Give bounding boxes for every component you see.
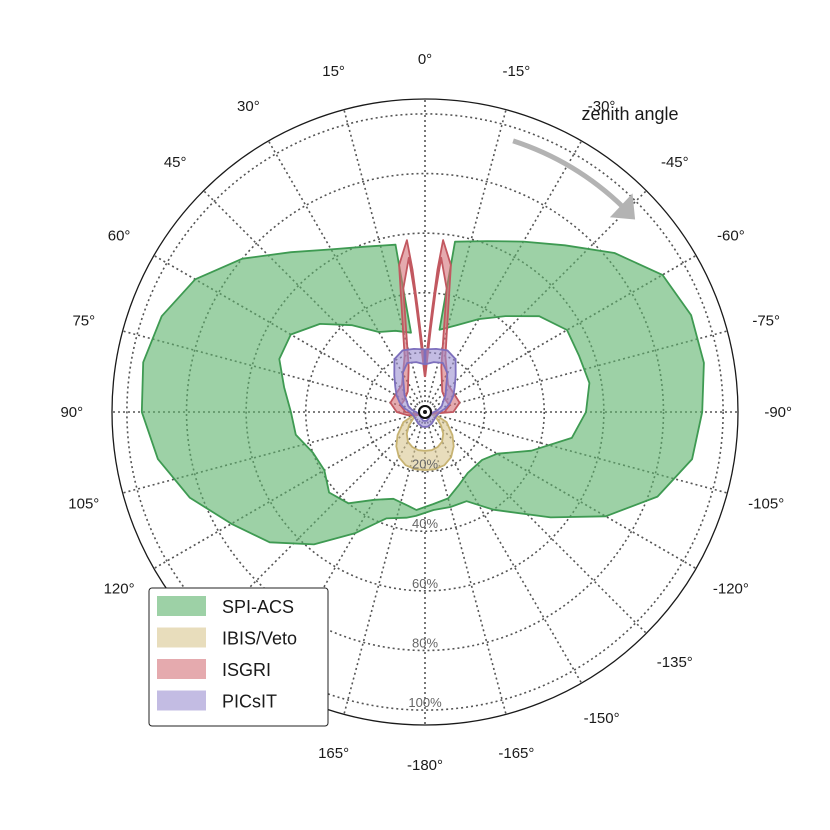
angle-tick-label: -30°	[588, 98, 616, 115]
angle-tick-label: 60°	[108, 227, 131, 244]
series-layer	[140, 239, 705, 546]
legend: SPI-ACS IBIS/Veto ISGRI PICsIT	[148, 587, 329, 727]
angle-tick-label: -180°	[407, 757, 443, 774]
zenith-angle-label: zenith angle	[581, 104, 678, 124]
zenith-annotation: zenith angle	[512, 104, 679, 220]
angle-tick-label: 45°	[164, 154, 187, 171]
center-marker	[418, 405, 432, 419]
angle-tick-label: -75°	[752, 313, 780, 330]
legend-label: PICsIT	[222, 692, 277, 712]
grid-circle	[126, 113, 724, 711]
angle-tick-label: 75°	[72, 313, 95, 330]
legend-label: ISGRI	[222, 660, 271, 680]
legend-label: IBIS/Veto	[222, 629, 297, 649]
angle-tick-label: -45°	[661, 154, 689, 171]
legend-label: SPI-ACS	[222, 597, 294, 617]
grid-spoke	[424, 411, 647, 634]
grid-spoke	[424, 411, 507, 715]
radial-tick-label: 60%	[412, 576, 438, 591]
center-dot	[423, 410, 427, 414]
angle-tick-label: -105°	[748, 495, 784, 512]
legend-swatch	[157, 596, 206, 616]
angle-tick-label: -90°	[764, 404, 792, 421]
angle-tick-label: 30°	[237, 98, 260, 115]
angle-tick-label: 120°	[104, 581, 135, 598]
angle-tick-label: -150°	[584, 710, 620, 727]
angle-tick-label: 105°	[68, 495, 99, 512]
radial-tick-label: 100%	[408, 695, 442, 710]
zenith-arrowhead	[609, 193, 636, 220]
grid-spoke	[424, 411, 583, 684]
angle-tick-label: 0°	[418, 51, 432, 68]
angle-tick-label: -135°	[657, 654, 693, 671]
series-band-spi-acs	[140, 240, 705, 546]
angle-tick-label: -120°	[713, 581, 749, 598]
polar-frame	[111, 98, 739, 726]
zenith-arrow	[512, 138, 625, 209]
angle-tick-label: -165°	[498, 745, 534, 762]
legend-swatch	[157, 627, 206, 648]
angle-tick-label: -15°	[503, 63, 531, 80]
angle-tick-label: -60°	[717, 227, 745, 244]
radial-tick-label: 40%	[412, 516, 438, 531]
angle-tick-label: 165°	[318, 745, 349, 762]
angle-tick-label: 15°	[322, 63, 345, 80]
legend-swatch	[157, 659, 206, 679]
grid-spoke	[343, 411, 426, 715]
radial-tick-label: 80%	[412, 635, 438, 650]
series-band-picsit	[393, 348, 457, 428]
radial-tick-label: 20%	[412, 457, 438, 472]
angle-tick-label: 90°	[60, 404, 83, 421]
legend-swatch	[157, 690, 206, 711]
grid-circle	[304, 291, 546, 533]
